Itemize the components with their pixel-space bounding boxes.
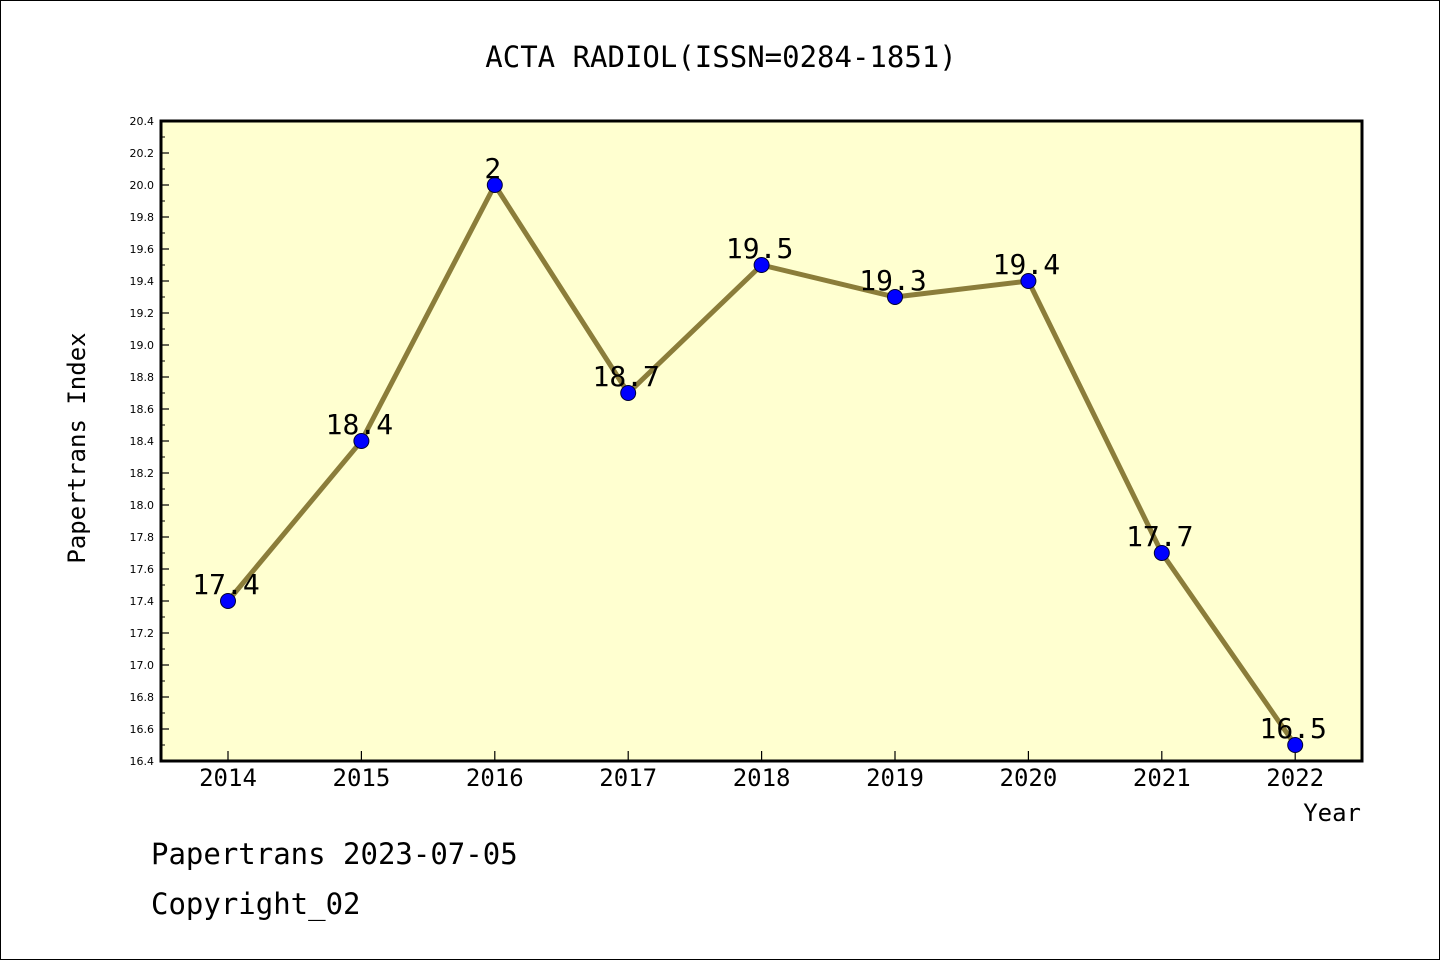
- data-labels: 17.4 18.4 2 18.7 19.5 19.3 19.4 17.7 16.5: [192, 152, 1327, 745]
- data-point: [620, 385, 637, 401]
- y-tick-label: 20.0: [130, 179, 155, 192]
- x-tick-label: 2020: [1000, 764, 1058, 792]
- y-tick-label: 20.4: [130, 115, 155, 128]
- series-markers: [220, 177, 1304, 753]
- y-axis-label: Papertrans Index: [63, 332, 91, 563]
- data-point: [1153, 545, 1170, 561]
- x-tick-label: 2018: [733, 764, 791, 792]
- y-tick-label: 18.8: [130, 371, 155, 384]
- x-axis-label: Year: [1303, 799, 1361, 827]
- data-label: 17.4: [192, 568, 259, 601]
- data-label: 18.7: [592, 360, 659, 393]
- data-label: 19.5: [726, 232, 793, 265]
- y-tick-label: 19.6: [130, 243, 155, 256]
- x-tick-label: 2015: [333, 764, 391, 792]
- y-tick-label: 17.0: [130, 659, 155, 672]
- data-point: [753, 257, 770, 273]
- y-tick-label: 20.2: [130, 147, 155, 160]
- data-label: 19.4: [993, 248, 1060, 281]
- data-label: 16.5: [1259, 712, 1326, 745]
- chart-title: ACTA RADIOL(ISSN=0284-1851): [485, 40, 956, 74]
- x-tick-label: 2014: [199, 764, 257, 792]
- y-tick-label: 19.4: [130, 275, 155, 288]
- x-tick-label: 2019: [866, 764, 924, 792]
- plot-area: [159, 119, 1364, 763]
- x-tick-label: 2021: [1133, 764, 1191, 792]
- x-tick-label: 2022: [1266, 764, 1324, 792]
- y-tick-label: 17.8: [130, 531, 155, 544]
- data-label: 18.4: [326, 408, 393, 441]
- y-tick-label: 17.2: [130, 627, 155, 640]
- y-tick-label: 19.0: [130, 339, 155, 352]
- y-tick-label: 18.6: [130, 403, 155, 416]
- data-point: [353, 433, 370, 449]
- footer-copyright: Copyright_02: [151, 887, 361, 921]
- y-tick-label: 18.2: [130, 467, 155, 480]
- x-tick-label: 2017: [599, 764, 657, 792]
- data-label: 2: [484, 152, 501, 185]
- y-tick-label: 18.4: [130, 435, 155, 448]
- y-axis: 16.4 16.6 16.8 17.0 17.2 17.4 17.6 17.8 18.0 18.2…: [130, 115, 169, 768]
- footer-date: Papertrans 2023-07-05: [151, 837, 518, 871]
- y-tick-label: 19.2: [130, 307, 155, 320]
- data-point: [1020, 273, 1037, 289]
- data-label: 19.3: [859, 264, 926, 297]
- y-tick-label: 19.8: [130, 211, 155, 224]
- x-tick-label: 2016: [466, 764, 524, 792]
- x-axis: 2014 2015 2016 2017 2018 2019 2020 2021 2022: [199, 751, 1324, 792]
- data-point: [220, 593, 236, 609]
- data-point: [486, 177, 503, 193]
- data-label: 17.7: [1126, 520, 1193, 553]
- y-tick-label: 17.4: [130, 595, 155, 608]
- y-tick-label: 16.4: [130, 755, 155, 768]
- y-tick-label: 17.6: [130, 563, 155, 576]
- y-tick-label: 18.0: [130, 499, 155, 512]
- data-point: [887, 289, 903, 305]
- y-tick-label: 16.8: [130, 691, 155, 704]
- y-tick-label: 16.6: [130, 723, 155, 736]
- data-point: [1287, 737, 1304, 753]
